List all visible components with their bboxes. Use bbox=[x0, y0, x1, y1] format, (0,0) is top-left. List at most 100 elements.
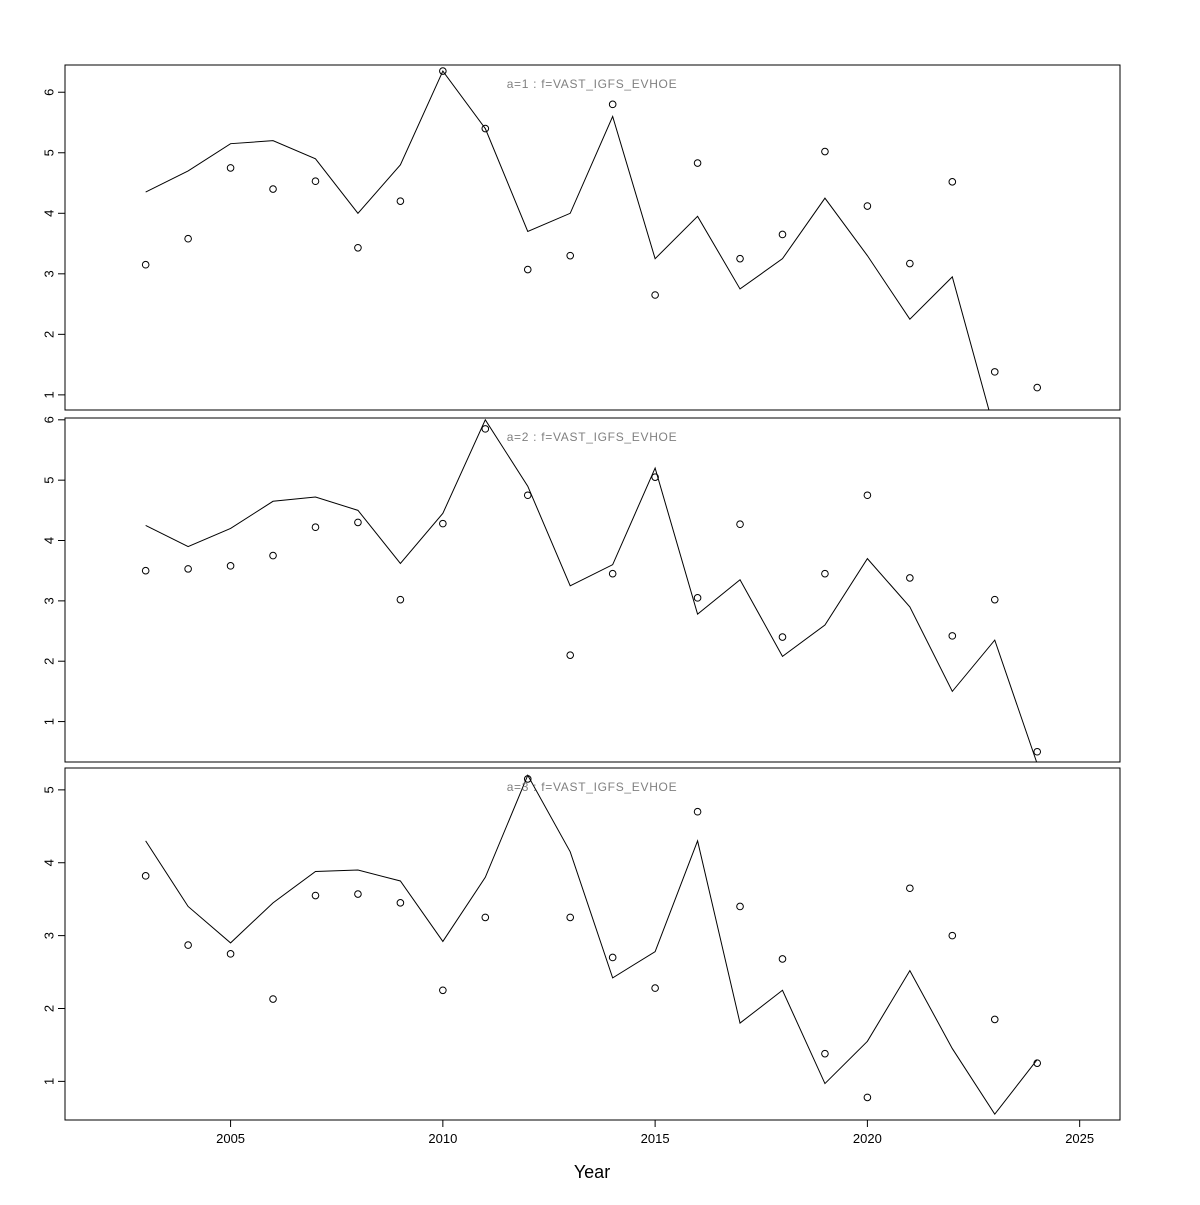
data-point bbox=[693, 159, 702, 167]
data-point bbox=[778, 955, 787, 963]
panel-2-points bbox=[141, 425, 1042, 756]
panel-3-y-axis: 1 2 3 4 5 bbox=[42, 786, 65, 1085]
data-point bbox=[311, 891, 320, 900]
data-point bbox=[141, 872, 150, 880]
panel-1-points bbox=[141, 67, 1042, 392]
panel-3-box bbox=[64, 767, 1121, 1121]
y-tick-label: 1 bbox=[42, 1078, 57, 1085]
data-point bbox=[141, 566, 150, 575]
x-tick-label: 2025 bbox=[1065, 1131, 1094, 1146]
y-tick-label: 3 bbox=[42, 270, 57, 277]
data-point bbox=[736, 520, 744, 529]
y-tick-label: 4 bbox=[42, 537, 57, 544]
data-point bbox=[736, 902, 744, 911]
data-point bbox=[226, 562, 235, 570]
y-tick-label: 3 bbox=[42, 932, 57, 939]
y-tick-label: 5 bbox=[42, 149, 57, 156]
data-point bbox=[990, 368, 999, 376]
panel-1: 1 2 3 4 5 6 bbox=[42, 64, 1121, 411]
data-point bbox=[693, 807, 702, 816]
data-point bbox=[1033, 383, 1042, 392]
data-point bbox=[948, 178, 957, 186]
data-point bbox=[354, 890, 362, 898]
x-tick-label: 2015 bbox=[641, 1131, 670, 1146]
data-point bbox=[523, 491, 532, 500]
panel-3: 1 2 3 4 5 bbox=[42, 767, 1121, 1121]
data-point bbox=[1033, 1059, 1042, 1067]
data-point bbox=[608, 100, 617, 109]
data-point bbox=[439, 519, 447, 528]
data-point bbox=[226, 950, 235, 958]
data-point bbox=[184, 565, 192, 573]
data-point bbox=[906, 574, 914, 582]
data-point bbox=[354, 243, 362, 252]
data-point bbox=[608, 953, 617, 962]
y-tick-label: 2 bbox=[42, 658, 57, 665]
data-point bbox=[439, 986, 447, 995]
y-tick-label: 4 bbox=[42, 210, 57, 217]
y-tick-label: 1 bbox=[42, 391, 57, 398]
data-point bbox=[523, 775, 532, 783]
y-tick-label: 5 bbox=[42, 477, 57, 484]
data-point bbox=[906, 884, 914, 893]
x-tick-label: 2020 bbox=[853, 1131, 882, 1146]
data-point bbox=[354, 518, 362, 527]
data-point bbox=[990, 595, 999, 604]
data-point bbox=[226, 164, 235, 172]
panel-1-y-axis: 1 2 3 4 5 6 bbox=[42, 89, 65, 398]
data-point bbox=[396, 197, 405, 205]
data-point bbox=[481, 124, 490, 133]
data-point bbox=[481, 425, 490, 433]
panel-2: 1 2 3 4 5 6 bbox=[42, 416, 1121, 763]
data-point bbox=[566, 913, 575, 922]
data-point bbox=[481, 913, 490, 922]
data-point bbox=[863, 202, 872, 210]
panel-3-title: a=3 : f=VAST_IGFS_EVHOE bbox=[507, 780, 678, 794]
panel-3-points bbox=[141, 775, 1042, 1102]
data-point bbox=[311, 523, 320, 532]
panel-2-title: a=2 : f=VAST_IGFS_EVHOE bbox=[507, 430, 678, 444]
panel-2-box bbox=[64, 417, 1121, 763]
data-point bbox=[948, 931, 957, 940]
data-point bbox=[821, 147, 829, 156]
data-point bbox=[651, 984, 659, 992]
data-point bbox=[736, 254, 744, 263]
data-point bbox=[566, 251, 575, 260]
data-point bbox=[906, 259, 914, 268]
x-tick-label: 2005 bbox=[216, 1131, 245, 1146]
data-point bbox=[566, 651, 575, 659]
data-point bbox=[821, 1049, 829, 1058]
data-point bbox=[651, 473, 659, 481]
data-point bbox=[821, 569, 829, 578]
data-point bbox=[141, 260, 150, 269]
data-point bbox=[311, 177, 320, 186]
data-point bbox=[778, 633, 787, 641]
panel-1-title: a=1 : f=VAST_IGFS_EVHOE bbox=[507, 77, 678, 91]
y-tick-label: 3 bbox=[42, 597, 57, 604]
panel-2-y-axis: 1 2 3 4 5 6 bbox=[42, 416, 65, 725]
data-point bbox=[269, 995, 277, 1003]
x-tick-label: 2010 bbox=[428, 1131, 457, 1146]
x-axis: 2005 2010 2015 2020 2025 bbox=[216, 1120, 1094, 1146]
x-axis-label: Year bbox=[574, 1162, 610, 1182]
panel-1-box bbox=[64, 64, 1121, 411]
y-tick-label: 2 bbox=[42, 1005, 57, 1012]
data-point bbox=[269, 185, 277, 193]
panel-1-fit-line bbox=[145, 70, 990, 410]
y-tick-label: 5 bbox=[42, 786, 57, 793]
data-point bbox=[651, 291, 659, 299]
y-tick-label: 4 bbox=[42, 859, 57, 866]
data-point bbox=[1033, 747, 1042, 756]
data-point bbox=[863, 1093, 872, 1102]
y-tick-label: 2 bbox=[42, 331, 57, 338]
panel-3-fit-line bbox=[145, 774, 1038, 1116]
y-tick-label: 1 bbox=[42, 718, 57, 725]
data-point bbox=[396, 899, 405, 907]
panels-layer: 1 2 3 4 5 6 1 2 3 4 5 6 1 2 3 4 5 2005 2010 2015 2020 2025 bbox=[42, 64, 1121, 1146]
data-point bbox=[693, 594, 702, 602]
y-tick-label: 6 bbox=[42, 416, 57, 423]
data-point bbox=[523, 265, 532, 274]
data-point bbox=[948, 632, 957, 640]
